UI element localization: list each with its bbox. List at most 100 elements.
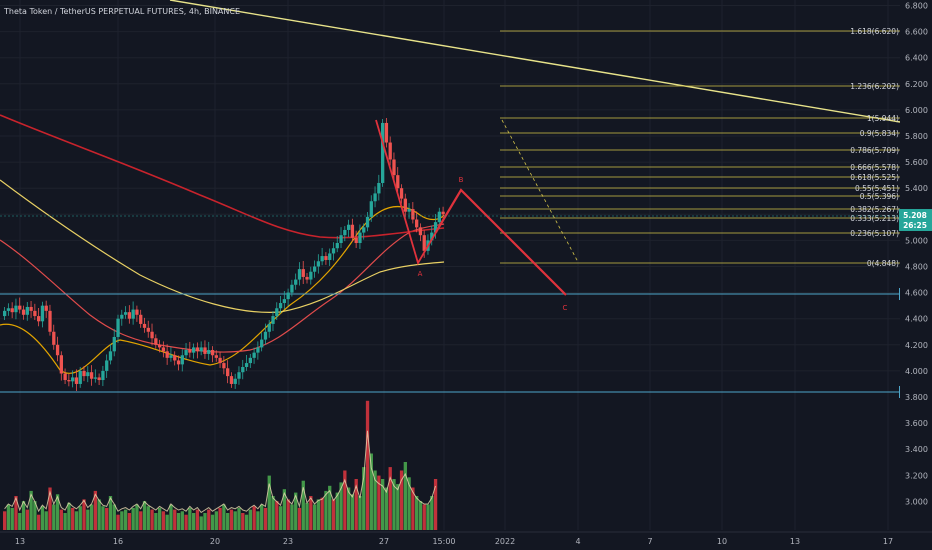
volume-bar [252,506,256,530]
volume-bar [176,513,181,530]
volume-bar [350,494,355,530]
volume-bar [335,492,339,530]
volume-bar [154,513,158,530]
price-tick-label: 5.800 [905,132,928,141]
volume-bar [123,509,128,530]
volume-bar [192,513,196,530]
volume-bar [229,509,234,530]
candle [18,305,22,310]
time-tick-label: 16 [113,537,123,546]
volume-bar [422,504,426,530]
volume-bar [290,504,294,530]
candle [399,188,404,199]
candle [248,357,252,364]
volume-bar [346,487,351,530]
volume-bar [226,513,230,530]
volume-bar [275,501,279,530]
volume-bar [415,496,419,530]
candle [365,216,370,228]
volume-bar [426,504,430,530]
candle [154,338,158,345]
price-tick-label: 3.000 [905,497,928,506]
trend-line[interactable] [169,0,901,123]
candle [290,284,294,293]
fib-level-label: 0.382(5.267) [850,205,899,214]
wave-projection[interactable]: A B C [375,119,568,312]
candle [301,269,305,277]
volume-bar [396,484,400,530]
candle [146,327,150,332]
volume-bar [399,470,404,530]
time-tick-label: 10 [717,537,727,546]
volume-bar [195,509,200,530]
fib-trend-line [501,119,579,263]
volume-bar [418,501,423,530]
time-axis-background [0,532,932,550]
volume-bar [82,499,86,530]
price-tick-label: 5.600 [905,158,928,167]
candle [346,224,351,230]
candle [384,122,389,143]
candle [430,232,434,241]
time-axis[interactable]: 13 16 20 23 27 15:00 2022 4 7 10 13 17 [0,531,932,550]
candle [150,331,154,339]
candle [328,253,332,260]
fibonacci-retracement[interactable]: 1.618(6.620) 1.236(6.202) 1(5.944) 0.9(5.83… [500,27,900,268]
candle [112,336,116,352]
volume-bar [203,513,207,530]
wave-path-projection [435,188,567,296]
volume-bar [93,490,98,530]
wave-label-a: A [418,270,423,278]
price-tick-label: 6.200 [905,80,928,89]
candle [433,222,438,233]
candle [82,370,86,377]
candle [271,316,275,324]
candle [320,256,324,262]
candle [437,211,441,223]
candle [377,182,381,194]
volume-bar [44,511,48,530]
candle [3,310,7,317]
volume-bar [267,475,271,530]
volume-bar [430,496,434,530]
candle [203,347,207,354]
candle [260,339,264,348]
candle [339,235,343,244]
candle [229,376,234,384]
volume-bar [139,511,143,530]
volume-bar [233,511,237,530]
last-price-badge [899,209,932,231]
volume-bar [365,400,370,530]
fib-level-label: 0.666(5.578) [850,163,899,172]
volume-bar [157,507,162,530]
volume-bar [324,490,328,530]
candle [93,377,98,379]
volume-bar [180,511,184,530]
volume-bar [199,516,203,530]
fib-level-label: 1.618(6.620) [850,27,899,36]
fib-level-label: 0.618(5.525) [850,173,899,182]
volume-bar [384,487,389,530]
time-tick-label: 13 [790,537,800,546]
ma-line [0,223,445,353]
volume-bar [358,496,362,530]
candle [184,350,188,356]
volume-bar [339,482,343,530]
wave-label-b: B [459,176,464,184]
volume-bar [331,499,336,530]
candle [392,159,396,176]
candle [48,310,52,332]
fib-level-label: 0.5(5.396) [860,192,899,201]
volume-bar [71,507,75,530]
wave-path-actual [375,119,443,266]
candle [282,299,287,304]
candle [135,309,139,315]
volume-bar [297,507,302,530]
price-tick-label: 3.800 [905,393,928,402]
candle [86,372,90,377]
volume-bar [309,496,313,530]
